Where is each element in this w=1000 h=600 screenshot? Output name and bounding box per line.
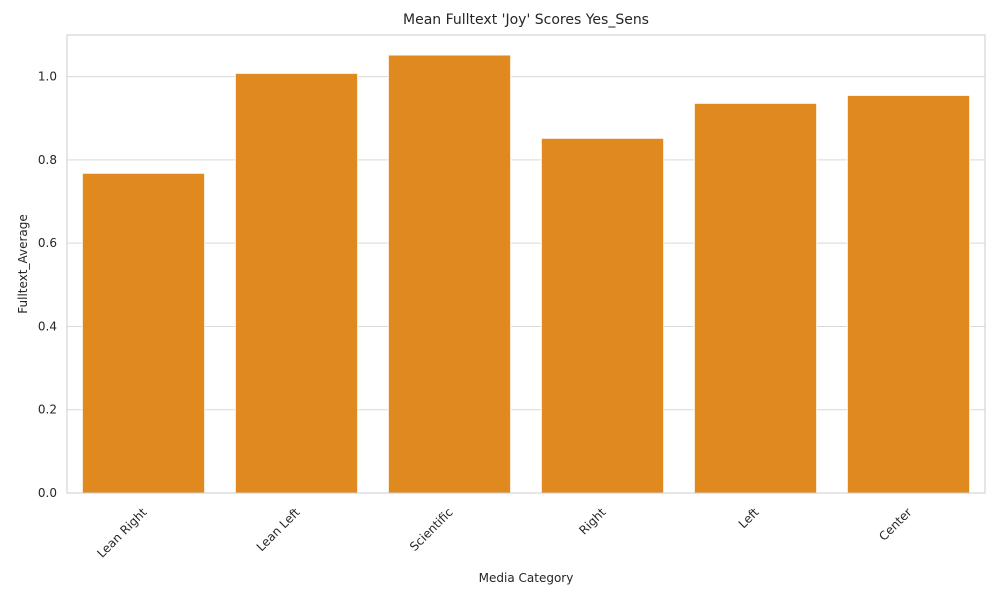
bar-right xyxy=(540,137,665,494)
x-tick-label: Scientific xyxy=(407,505,456,554)
bar-lean-left xyxy=(234,72,359,494)
x-tick-label: Lean Left xyxy=(254,505,303,554)
y-tick-label: 0.4 xyxy=(38,319,57,333)
chart-title: Mean Fulltext 'Joy' Scores Yes_Sens xyxy=(403,12,649,28)
plot-frame xyxy=(66,34,986,494)
x-tick-label: Center xyxy=(876,505,915,544)
y-tick-label: 0.2 xyxy=(38,403,57,417)
x-tick-label: Right xyxy=(576,505,608,537)
bar-lean-right xyxy=(81,172,206,494)
bars xyxy=(81,54,971,494)
x-tick-label: Left xyxy=(736,505,762,531)
y-tick-label: 0.8 xyxy=(38,153,57,167)
y-tick-label: 1.0 xyxy=(38,70,57,84)
x-tick-label: Lean Right xyxy=(94,505,150,561)
x-axis-label: Media Category xyxy=(479,571,574,585)
y-tick-label: 0.0 xyxy=(38,486,57,500)
bar-center xyxy=(846,94,971,494)
bar-left xyxy=(693,102,818,494)
bar-scientific xyxy=(387,54,512,494)
y-tick-label: 0.6 xyxy=(38,236,57,250)
plot-area xyxy=(67,35,985,493)
x-ticks: Lean Right Lean Left Scientific Right Left Ce… xyxy=(94,505,914,561)
y-ticks: 0.0 0.2 0.4 0.6 0.8 1.0 xyxy=(38,70,57,500)
y-axis-label: Fulltext_Average xyxy=(16,214,30,313)
